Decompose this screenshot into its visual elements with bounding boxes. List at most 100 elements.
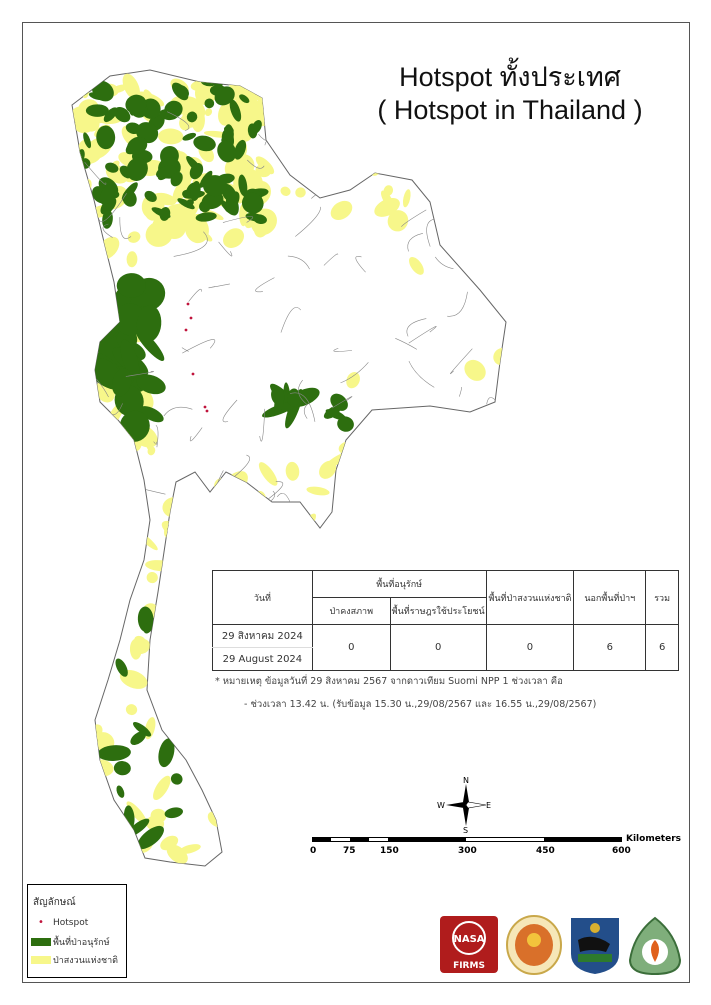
forest-patch <box>113 761 131 776</box>
province-border <box>153 441 158 445</box>
province-border <box>298 379 308 406</box>
forest-patch <box>94 635 108 657</box>
forest-patch <box>158 625 174 655</box>
legend: สัญลักษณ์ • Hotspot พื้นที่ป่าอนุรักษ์ ป… <box>27 884 127 978</box>
forest-patch <box>280 186 291 196</box>
hotspot-marker <box>191 372 195 376</box>
forest-patch <box>98 579 119 600</box>
forest-patch <box>315 138 340 160</box>
forest-patch <box>153 775 171 801</box>
compass-n: N <box>463 776 469 785</box>
forest-patch <box>41 67 57 84</box>
compass-e: E <box>486 801 491 810</box>
forest-patch <box>105 162 119 173</box>
forest-patch <box>34 143 50 149</box>
map-frame <box>22 22 690 983</box>
forest-patch <box>146 440 154 451</box>
province-border <box>222 216 253 223</box>
forest-patch <box>239 94 250 104</box>
forest-patch <box>330 200 353 220</box>
forest-patch <box>132 638 151 655</box>
forest-patch <box>177 85 189 98</box>
province-border <box>188 288 202 302</box>
forest-patch <box>186 199 194 206</box>
forest-patch <box>143 621 154 634</box>
province-border <box>255 277 275 293</box>
svg-text:NASA: NASA <box>453 934 484 945</box>
forest-patch <box>177 198 195 210</box>
province-border <box>181 347 189 352</box>
province-border <box>447 291 468 317</box>
date-en: 29 August 2024 <box>212 647 313 671</box>
scale-tick: 0 <box>310 846 317 856</box>
forest-patch <box>89 818 108 833</box>
forest-patch <box>387 210 409 232</box>
forest-patch <box>168 660 185 687</box>
forest-patch <box>204 108 213 117</box>
forest-patch <box>245 70 262 83</box>
province-border <box>98 193 127 222</box>
forest-patch <box>72 202 86 232</box>
forest-patch <box>246 871 264 891</box>
forest-patch <box>358 473 383 497</box>
date-th: 29 สิงหาคม 2024 <box>212 624 313 648</box>
forest-patch <box>224 124 234 143</box>
province-border <box>416 460 424 476</box>
province-border <box>426 218 436 247</box>
forest-patch <box>214 86 235 106</box>
scale-unit: Kilometers <box>626 834 682 844</box>
forest-patch <box>217 503 238 522</box>
forest-patch <box>183 637 202 659</box>
nasa-firms-logo: NASA FIRMS <box>440 916 498 973</box>
cell-outside-forest: 6 <box>573 624 647 671</box>
forest-patch <box>226 773 252 799</box>
province-border <box>97 251 106 254</box>
forest-patch <box>125 704 138 716</box>
hotspot-dot-icon: • <box>38 917 44 928</box>
forest-patch <box>337 416 354 432</box>
province-border <box>434 256 454 270</box>
forest-patch <box>172 585 189 602</box>
forest-patch <box>535 337 560 366</box>
forest-patch <box>329 163 340 180</box>
forest-patch <box>234 139 247 160</box>
note-line-1: * หมายเหตุ ข้อมูลวันที่ 29 สิงหาคม 2567 … <box>215 676 563 687</box>
col-community-use: พื้นที่ราษฎรใช้ประโยชน์ <box>389 597 487 625</box>
forest-patch <box>130 731 146 745</box>
forest-patch <box>182 132 197 141</box>
province-border <box>427 139 438 160</box>
forest-patch <box>127 136 148 155</box>
province-border <box>182 339 216 354</box>
forest-patch <box>127 231 141 243</box>
forest-patch <box>209 497 241 511</box>
forest-patch <box>237 763 248 774</box>
forest-patch <box>402 189 411 208</box>
province-border <box>287 255 310 270</box>
col-date: วันที่ <box>212 570 313 625</box>
forest-patch <box>28 112 49 136</box>
forest-patch <box>136 305 162 343</box>
forest-patch <box>227 783 244 810</box>
province-border <box>259 408 266 442</box>
forest-patch <box>88 425 106 441</box>
forest-patch <box>158 738 175 768</box>
province-border <box>80 406 94 415</box>
map-title: Hotspot ทั้งประเทศ <box>399 62 621 92</box>
forest-patch <box>167 868 197 889</box>
forest-protection-logo <box>628 916 682 976</box>
forest-patch <box>172 177 191 202</box>
forest-patch <box>115 658 128 677</box>
legend-label: ป่าสงวนแห่งชาติ <box>53 956 118 966</box>
forest-patch <box>100 197 117 215</box>
cell-intact-forest: 0 <box>311 624 391 671</box>
forest-patch <box>105 517 123 543</box>
forest-patch <box>366 152 382 176</box>
forest-patch <box>164 604 181 634</box>
province-border <box>218 241 233 257</box>
forest-patch <box>96 125 116 150</box>
forest-patch <box>285 461 300 481</box>
forest-patch <box>245 813 275 824</box>
forest-patch <box>161 666 179 689</box>
province-border <box>119 217 132 239</box>
